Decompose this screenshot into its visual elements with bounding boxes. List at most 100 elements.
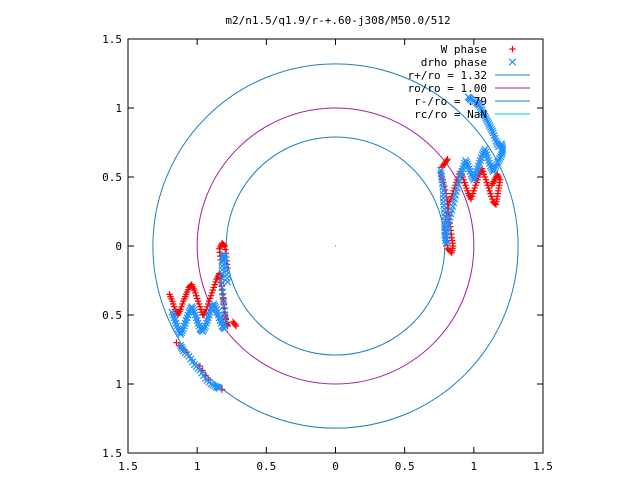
- marker-stroke: [483, 116, 491, 124]
- marker-stroke: [465, 165, 473, 173]
- data-point: [200, 310, 207, 318]
- marker-stroke: [486, 162, 495, 170]
- center-point: [334, 245, 337, 247]
- data-point: [479, 108, 487, 117]
- marker-stroke: [493, 139, 501, 147]
- y-tick-label: 1: [115, 102, 122, 115]
- marker-stroke: [460, 159, 469, 167]
- data-point: [184, 286, 192, 293]
- data-point: [477, 105, 485, 113]
- data-point: [481, 112, 489, 120]
- x-tick-label: 0.5: [395, 460, 415, 473]
- marker-stroke: [440, 205, 448, 213]
- data-point: [488, 193, 495, 200]
- y-tick-label: 0.5: [102, 309, 122, 322]
- marker-stroke: [482, 114, 490, 122]
- data-point: [486, 123, 495, 131]
- data-point: [485, 184, 492, 192]
- data-point: [443, 232, 451, 240]
- data-point: [486, 187, 493, 194]
- marker-stroke: [492, 137, 500, 145]
- data-point: [188, 303, 196, 311]
- marker-stroke: [441, 216, 449, 224]
- marker-stroke: [169, 311, 177, 319]
- data-point: [211, 304, 220, 312]
- marker-stroke: [222, 263, 230, 271]
- marker-stroke: [484, 156, 493, 165]
- marker-stroke: [462, 158, 471, 166]
- marker-stroke: [452, 188, 460, 196]
- marker-stroke: [486, 123, 495, 131]
- data-point: [211, 302, 219, 310]
- marker-stroke: [213, 308, 222, 316]
- marker-stroke: [221, 315, 229, 324]
- marker-stroke: [496, 154, 504, 163]
- data-point: [206, 308, 214, 316]
- legend-label: ro/ro = 1.00: [408, 82, 487, 95]
- marker-stroke: [438, 179, 447, 188]
- marker-stroke: [439, 183, 447, 191]
- data-point: [440, 205, 448, 213]
- circle-series: [152, 63, 519, 429]
- marker-stroke: [447, 210, 455, 218]
- data-point: [173, 322, 181, 330]
- marker-stroke: [485, 159, 494, 167]
- marker-stroke: [212, 305, 221, 314]
- data-point: [218, 288, 227, 296]
- marker-stroke: [203, 316, 211, 325]
- data-point: [490, 166, 498, 174]
- marker-stroke: [437, 172, 446, 181]
- data-point: [485, 121, 494, 130]
- marker-stroke: [187, 355, 195, 363]
- marker-stroke: [471, 97, 479, 106]
- x-tick-label: 1: [194, 460, 201, 473]
- marker-stroke: [220, 252, 228, 260]
- data-point: [214, 311, 223, 319]
- data-point: [220, 241, 228, 249]
- marker-stroke: [192, 314, 200, 322]
- marker-stroke: [191, 311, 199, 319]
- marker-stroke: [221, 259, 229, 268]
- data-point: [447, 248, 454, 255]
- y-tick-label: 0.5: [102, 171, 122, 184]
- marker-stroke: [491, 134, 499, 142]
- data-point: [439, 194, 448, 202]
- data-point: [230, 320, 238, 327]
- y-tick-label: 1.5: [102, 33, 122, 46]
- data-points: [166, 93, 507, 393]
- data-point: [478, 107, 486, 115]
- marker-stroke: [438, 176, 446, 184]
- data-point: [190, 285, 197, 292]
- data-point: [221, 315, 229, 324]
- data-point: [441, 216, 449, 224]
- marker-stroke: [463, 160, 472, 168]
- data-point: [452, 188, 460, 196]
- data-point: [483, 116, 491, 124]
- data-point: [177, 328, 186, 337]
- data-point: [211, 281, 218, 288]
- marker-stroke: [194, 364, 202, 372]
- marker-stroke: [177, 343, 186, 351]
- marker-stroke: [437, 169, 445, 177]
- marker-stroke: [439, 194, 448, 202]
- data-point: [195, 300, 203, 308]
- marker-stroke: [487, 125, 495, 133]
- marker-stroke: [177, 328, 186, 337]
- marker-stroke: [443, 232, 451, 240]
- marker-stroke: [199, 326, 208, 334]
- marker-stroke: [178, 327, 187, 335]
- data-point: [197, 306, 205, 313]
- marker-stroke: [188, 303, 196, 311]
- data-point: [470, 187, 478, 194]
- marker-stroke: [199, 372, 208, 380]
- x-tick-label: 0: [332, 460, 339, 473]
- data-point: [493, 139, 501, 147]
- legend-marker: [508, 58, 517, 66]
- y-tick-label: 0: [115, 240, 122, 253]
- marker-stroke: [209, 302, 217, 310]
- data-point: [449, 199, 458, 207]
- data-point: [464, 187, 471, 194]
- data-point: [212, 278, 219, 286]
- data-point: [495, 187, 502, 194]
- marker-stroke: [221, 256, 229, 264]
